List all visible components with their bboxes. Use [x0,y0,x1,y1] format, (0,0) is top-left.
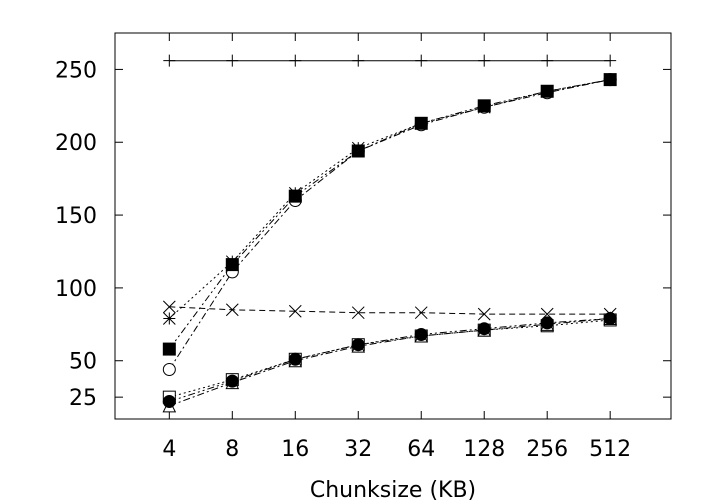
data-point [225,258,239,272]
y-tick-label: 150 [55,204,97,229]
series-2 [162,73,617,325]
x-tick-label: 512 [589,437,631,462]
y-tick-label: 25 [69,386,97,411]
data-point [604,54,617,67]
data-point [540,316,554,330]
series-4 [162,73,617,356]
y-tick-label: 50 [69,350,97,375]
data-point [415,54,428,67]
data-point [351,338,365,352]
x-tick-label: 128 [463,437,505,462]
x-tick-label: 4 [162,437,176,462]
data-point [288,304,302,318]
data-point [540,84,554,98]
x-tick-label: 32 [344,437,372,462]
y-tick-label: 250 [55,58,97,83]
data-point [352,54,365,67]
series-line [168,79,611,370]
data-point [351,144,365,158]
data-point [162,312,176,325]
x-axis: 4 8 16 32 64 128 256 512 [162,33,631,462]
data-point [226,54,239,67]
data-point [477,307,491,321]
series-line [169,319,611,398]
plot-frame [114,32,672,420]
y-tick-label: 100 [55,277,97,302]
series-line [169,306,611,315]
x-axis-title: Chunksize (KB) [310,478,476,503]
data-point [289,54,302,67]
data-point [414,328,428,342]
x-tick-label: 256 [526,437,568,462]
data-point [162,362,176,376]
data-point [603,311,617,325]
data-point [351,306,365,320]
x-tick-label: 16 [281,437,309,462]
x-tick-label: 8 [225,437,239,462]
data-point [288,189,302,203]
data-point [478,54,491,67]
data-point [162,300,176,314]
x-tick-label: 64 [407,437,435,462]
data-point [414,306,428,320]
data-point [541,54,554,67]
series-1 [163,54,617,67]
data-point [477,99,491,113]
data-point [225,374,239,388]
data-point [414,116,428,130]
data-point [603,73,617,87]
data-point [288,352,302,366]
data-point [477,322,491,336]
y-tick-label: 200 [55,131,97,156]
y-axis: 25 50 100 150 200 250 [55,58,671,411]
data-point [162,395,176,409]
series-line [169,318,611,407]
series-8 [162,311,617,409]
series-layer [162,54,617,413]
data-point [225,303,239,317]
data-point [163,54,176,67]
data-point [162,342,176,356]
series-line [168,79,611,319]
series-line [168,79,611,350]
